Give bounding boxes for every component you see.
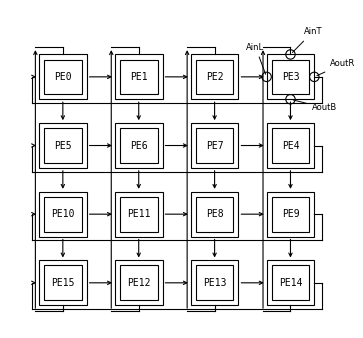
Bar [39, 260, 87, 305]
Text: PE0: PE0 [54, 72, 72, 82]
Text: PE8: PE8 [206, 209, 223, 219]
Text: PE6: PE6 [130, 141, 147, 150]
Text: PE7: PE7 [206, 141, 223, 150]
Bar [267, 192, 314, 237]
Bar [120, 128, 158, 163]
Bar [267, 260, 314, 305]
Bar [191, 192, 238, 237]
Text: PE13: PE13 [203, 278, 227, 288]
Bar [44, 265, 82, 300]
Text: PE15: PE15 [51, 278, 74, 288]
Bar [272, 128, 309, 163]
Text: PE2: PE2 [206, 72, 223, 82]
Text: AinL: AinL [246, 43, 266, 74]
Bar [120, 59, 158, 94]
Text: AinT: AinT [293, 27, 322, 52]
Bar [44, 128, 82, 163]
Bar [196, 197, 233, 232]
Bar [120, 197, 158, 232]
Bar [196, 265, 233, 300]
Text: PE4: PE4 [282, 141, 299, 150]
Bar [39, 123, 87, 168]
Text: PE5: PE5 [54, 141, 72, 150]
Bar [115, 192, 163, 237]
Bar [272, 59, 309, 94]
Bar [39, 54, 87, 99]
Text: PE1: PE1 [130, 72, 147, 82]
Bar [115, 54, 163, 99]
Bar [39, 192, 87, 237]
Text: PE14: PE14 [279, 278, 302, 288]
Bar [191, 54, 238, 99]
Bar [120, 265, 158, 300]
Text: PE12: PE12 [127, 278, 151, 288]
Text: PE11: PE11 [127, 209, 151, 219]
Bar [272, 265, 309, 300]
Bar [191, 123, 238, 168]
Bar [267, 123, 314, 168]
Bar [267, 54, 314, 99]
Text: PE3: PE3 [282, 72, 299, 82]
Bar [115, 123, 163, 168]
Bar [44, 59, 82, 94]
Bar [44, 197, 82, 232]
Bar [196, 128, 233, 163]
Bar [191, 260, 238, 305]
Text: AoutB: AoutB [293, 100, 337, 113]
Bar [272, 197, 309, 232]
Text: PE10: PE10 [51, 209, 74, 219]
Bar [196, 59, 233, 94]
Text: PE9: PE9 [282, 209, 299, 219]
Bar [115, 260, 163, 305]
Text: AoutR: AoutR [317, 59, 355, 76]
